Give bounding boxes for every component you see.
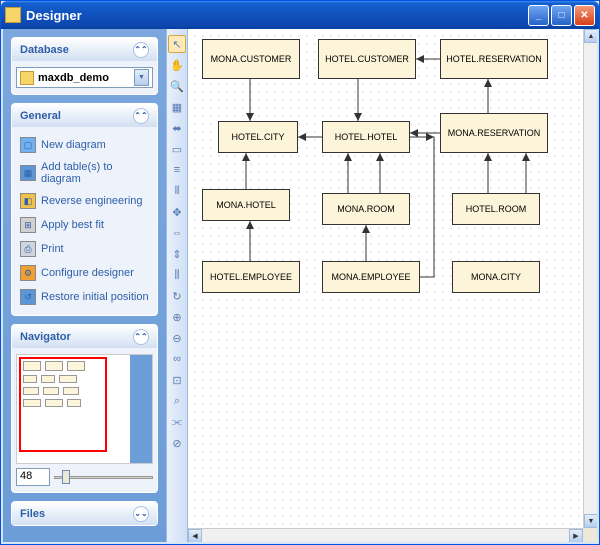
slider-thumb[interactable] [62,470,70,484]
navigator-bluebar [130,355,152,463]
general-panel-title: General [20,110,133,122]
tool-hand-button[interactable]: ✋ [168,56,186,74]
tool-zoom-in-button[interactable]: ⊕ [168,308,186,326]
database-panel-title: Database [20,44,133,56]
tool-fit-button[interactable]: ⊡ [168,371,186,389]
tool-dist-h-button[interactable]: ⇔ [168,224,186,242]
database-selected: maxdb_demo [38,72,134,84]
menu-item-label: Restore initial position [41,291,149,303]
menu-item-icon: ▦ [20,165,36,181]
scroll-right-button[interactable]: ▶ [569,529,583,542]
vertical-toolbar: ↖ ✋ 🔍 ▦ ⬌ ▭ ≡ ⫴ ✥ ⇔ ⇕ ⫼ ↻ ⊕ ⊖ ∞ ⊡ ⌕ ⫘ ⊘ [166,29,188,542]
files-panel: Files ⌄⌄ [11,501,158,526]
dropdown-button[interactable]: ▼ [134,69,149,86]
menu-item[interactable]: ⎙ Print [16,237,153,261]
tool-move-button[interactable]: ✥ [168,203,186,221]
navigator-view[interactable] [16,354,153,464]
menu-item-label: Apply best fit [41,219,104,231]
tool-link2-button[interactable]: ⫘ [168,413,186,431]
general-panel-header[interactable]: General ⌃⌃ [12,104,157,127]
diagram-canvas[interactable]: MONA.CUSTOMER HOTEL.CUSTOMER HOTEL.RESERVA… [188,29,583,528]
tool-note-button[interactable]: ▭ [168,140,186,158]
tool-zoom-out-button[interactable]: ⊖ [168,329,186,347]
menu-item[interactable]: ↺ Restore initial position [16,285,153,309]
menu-item-label: Configure designer [41,267,134,279]
entity-hotel-employee[interactable]: HOTEL.EMPLOYEE [202,261,300,293]
tool-loop-button[interactable]: ∞ [168,350,186,368]
canvas-wrap: MONA.CUSTOMER HOTEL.CUSTOMER HOTEL.RESERVA… [188,29,597,542]
minimize-button[interactable]: _ [528,5,549,26]
navigator-viewport[interactable] [19,357,107,452]
files-panel-title: Files [20,508,133,520]
entity-hotel-customer[interactable]: HOTEL.CUSTOMER [318,39,416,79]
tool-refresh-button[interactable]: ↻ [168,287,186,305]
menu-item[interactable]: ▦ Add table(s) to diagram [16,157,153,189]
entity-mona-customer[interactable]: MONA.CUSTOMER [202,39,300,79]
general-panel: General ⌃⌃ ▢ New diagram ▦ Add table(s) to … [11,103,158,316]
scrollbar-vertical[interactable]: ▲ ▼ [583,29,597,528]
tool-search2-button[interactable]: ⌕ [168,392,186,410]
menu-item-icon: ◧ [20,193,36,209]
menu-item[interactable]: ▢ New diagram [16,133,153,157]
files-panel-header[interactable]: Files ⌄⌄ [12,502,157,525]
tool-dist-v-button[interactable]: ⇕ [168,245,186,263]
chevron-up-icon: ⌃⌃ [133,42,149,58]
menu-item-icon: ▢ [20,137,36,153]
tool-unlink-button[interactable]: ⊘ [168,434,186,452]
menu-item[interactable]: ⚙ Configure designer [16,261,153,285]
chevron-up-icon: ⌃⌃ [133,329,149,345]
entity-mona-hotel[interactable]: MONA.HOTEL [202,189,290,221]
app-icon [5,7,21,23]
tool-align2-button[interactable]: ⫴ [168,182,186,200]
menu-item-icon: ↺ [20,289,36,305]
scroll-left-button[interactable]: ◀ [188,529,202,542]
chevron-down-icon: ⌄⌄ [133,506,149,522]
navigator-panel: Navigator ⌃⌃ 48 [11,324,158,493]
navigator-panel-header[interactable]: Navigator ⌃⌃ [12,325,157,348]
tool-zoom-button[interactable]: 🔍 [168,77,186,95]
entity-mona-employee[interactable]: MONA.EMPLOYEE [322,261,420,293]
menu-item-label: Add table(s) to diagram [41,161,149,185]
database-select[interactable]: maxdb_demo ▼ [16,67,153,88]
entity-hotel-room[interactable]: HOTEL.ROOM [452,193,540,225]
database-panel-header[interactable]: Database ⌃⌃ [12,38,157,61]
app-window: Designer _ □ ✕ Database ⌃⌃ maxdb_demo ▼ [0,0,600,545]
database-icon [20,71,34,85]
tool-pointer-button[interactable]: ↖ [168,35,186,53]
content-area: Database ⌃⌃ maxdb_demo ▼ General ⌃⌃ [1,29,599,544]
menu-item[interactable]: ⊞ Apply best fit [16,213,153,237]
menu-item-label: New diagram [41,139,106,151]
scroll-corner [583,528,597,542]
close-button[interactable]: ✕ [574,5,595,26]
general-menu: ▢ New diagram ▦ Add table(s) to diagram ◧ Rev… [16,133,153,309]
menu-item-label: Print [41,243,64,255]
chevron-up-icon: ⌃⌃ [133,108,149,124]
sidebar: Database ⌃⌃ maxdb_demo ▼ General ⌃⌃ [3,29,166,542]
tool-add-table-button[interactable]: ▦ [168,98,186,116]
entity-mona-city[interactable]: MONA.CITY [452,261,540,293]
maximize-button[interactable]: □ [551,5,572,26]
titlebar: Designer _ □ ✕ [1,1,599,29]
entity-hotel-city[interactable]: HOTEL.CITY [218,121,298,153]
tool-align1-button[interactable]: ≡ [168,161,186,179]
scrollbar-horizontal[interactable]: ◀ ▶ [188,528,583,542]
scroll-down-button[interactable]: ▼ [584,514,597,528]
menu-item-icon: ⊞ [20,217,36,233]
entity-mona-room[interactable]: MONA.ROOM [322,193,410,225]
window-title: Designer [26,8,528,23]
tool-bars-button[interactable]: ⫼ [168,266,186,284]
menu-item[interactable]: ◧ Reverse engineering [16,189,153,213]
entity-hotel-hotel[interactable]: HOTEL.HOTEL [322,121,410,153]
menu-item-label: Reverse engineering [41,195,143,207]
scroll-up-button[interactable]: ▲ [584,29,597,43]
menu-item-icon: ⎙ [20,241,36,257]
tool-link-button[interactable]: ⬌ [168,119,186,137]
menu-item-icon: ⚙ [20,265,36,281]
entity-mona-reservation[interactable]: MONA.RESERVATION [440,113,548,153]
navigator-panel-title: Navigator [20,331,133,343]
entity-hotel-reservation[interactable]: HOTEL.RESERVATION [440,39,548,79]
zoom-input[interactable]: 48 [16,468,50,486]
database-panel: Database ⌃⌃ maxdb_demo ▼ [11,37,158,95]
zoom-slider[interactable] [54,468,153,486]
